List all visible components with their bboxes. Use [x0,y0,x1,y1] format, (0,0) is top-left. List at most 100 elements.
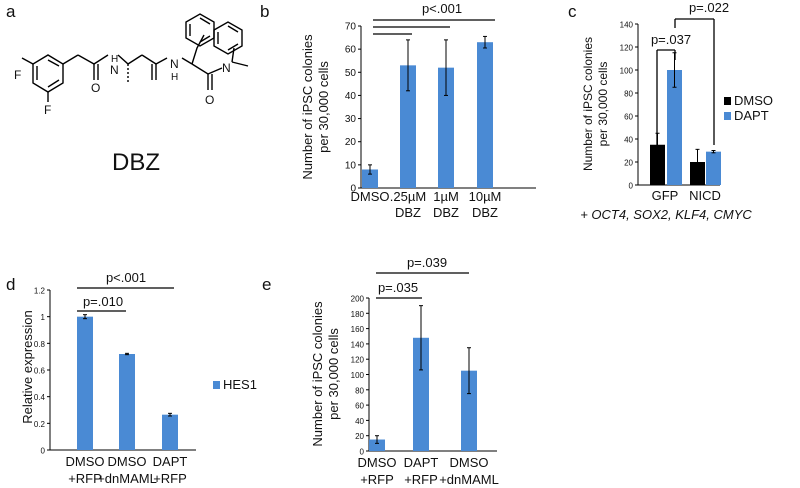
atom-label: N [222,61,231,75]
x-category-label: DAPT [404,455,439,470]
bar [362,169,378,188]
bar [477,42,493,189]
x-category-label: +RFP [404,472,438,487]
y-tick-label: 160 [351,325,365,334]
y-tick-label: 0 [629,182,634,191]
panel-letter-d: d [6,275,15,294]
bar [162,414,178,450]
y-tick-label: 200 [351,295,365,304]
y-tick-label: 40 [624,136,633,145]
atom-label: O [91,81,100,95]
y-tick-label: 20 [624,159,633,168]
bar [400,65,416,188]
legend-swatch [213,381,220,389]
p-value: p=.010 [83,294,123,309]
bar [119,354,135,450]
x-category-label: NICD [689,188,721,203]
y-tick-label: 1 [41,313,46,322]
y-tick-label: 20 [355,432,364,441]
x-category-label: GFP [652,188,679,203]
p-value: p=.039 [407,255,447,270]
atom-label: N [170,57,179,71]
chart-panel-e: 020406080100120140160180200DMSO+RFPDAPT+… [310,255,499,487]
x-category-label: 1µM [433,189,459,204]
x-category-label: DBZ [472,205,498,220]
y-axis-title: Number of iPSC coloniesper 30,000 cells [300,34,331,180]
y-axis-title-line: per 30,000 cells [316,61,331,153]
x-category-label: +RFP [153,471,187,486]
atom-label: O [205,93,214,107]
y-tick-label: 20 [345,137,357,148]
y-axis-title-line: Number of iPSC colonies [300,34,315,180]
x-category-label: DMSO [108,454,147,469]
x-category-label: +dnMAML [439,472,499,487]
y-tick-label: 40 [345,91,357,102]
bar [438,67,454,188]
compound-name: DBZ [112,149,160,176]
y-tick-label: 0.8 [34,340,46,349]
y-axis-title: Number of iPSC coloniesper 30,000 cells [581,37,610,171]
bar [650,144,665,185]
y-tick-label: 0 [41,447,46,456]
bar [706,151,721,185]
y-tick-label: 80 [355,386,364,395]
x-category-label: .25µM [390,189,426,204]
atom-label: F [44,103,51,117]
dbz-structure: F F H N O H N O N [14,13,249,117]
y-tick-label: 30 [345,114,357,125]
atom-label: N [110,63,119,77]
atom-label: F [14,68,21,82]
y-tick-label: 60 [624,113,633,122]
legend-label: DAPT [734,108,769,123]
y-tick-label: 100 [351,371,365,380]
y-tick-label: 0 [350,184,356,195]
panel-letter-c: c [568,2,577,21]
y-axis-title-line: Number of iPSC colonies [581,37,595,171]
legend-swatch [724,112,731,120]
y-axis-title-line: per 30,000 cells [596,62,610,147]
y-tick-label: 0.4 [34,393,46,402]
y-axis-title: Number of iPSC coloniesper 30,000 cells [310,301,341,447]
y-tick-label: 60 [345,45,357,56]
y-tick-label: 0 [360,448,365,457]
y-tick-label: 140 [620,21,634,30]
legend-label: HES1 [223,377,257,392]
y-tick-label: 0.2 [34,420,46,429]
y-tick-label: 60 [355,402,364,411]
x-category-label: DAPT [153,454,188,469]
x-category-label: DMSO [358,455,397,470]
chart-panel-d: 0 0.2 0.4 0.6 0.8 1 1.2 DMSO +RFP DMSO +dnMAML DAPT… [20,270,257,486]
x-category-label: DBZ [433,205,459,220]
panel-letter-e: e [262,275,271,294]
x-category-label: +dnMAML [97,471,157,486]
y-tick-label: 80 [624,90,633,99]
y-tick-label: 140 [351,340,365,349]
y-tick-label: 1.2 [34,287,46,296]
x-axis-note: + OCT4, SOX2, KLF4, CMYC [580,207,752,222]
legend-swatch [724,97,731,105]
p-value: p=.022 [689,0,729,15]
p-value: p=.035 [378,280,418,295]
y-tick-label: 70 [345,22,357,33]
y-tick-label: 0.6 [34,367,46,376]
x-category-label: DMSO [351,189,390,204]
y-tick-label: 40 [355,417,364,426]
x-category-label: +RFP [360,472,394,487]
x-category-label: 10µM [469,189,502,204]
y-tick-label: 120 [351,356,365,365]
x-category-label: DBZ [395,205,421,220]
y-axis-title: Relative expression [20,310,35,423]
atom-label: H [171,72,178,83]
bar [369,439,385,451]
p-value: p=.037 [651,32,691,47]
p-value: p<.001 [422,1,462,16]
y-axis-title-line: per 30,000 cells [326,328,341,420]
x-category-label: DMSO [66,454,105,469]
x-category-label: +RFP [68,471,102,486]
panel-letter-b: b [260,2,269,21]
p-value: p<.001 [106,270,146,285]
y-tick-label: 120 [620,44,634,53]
